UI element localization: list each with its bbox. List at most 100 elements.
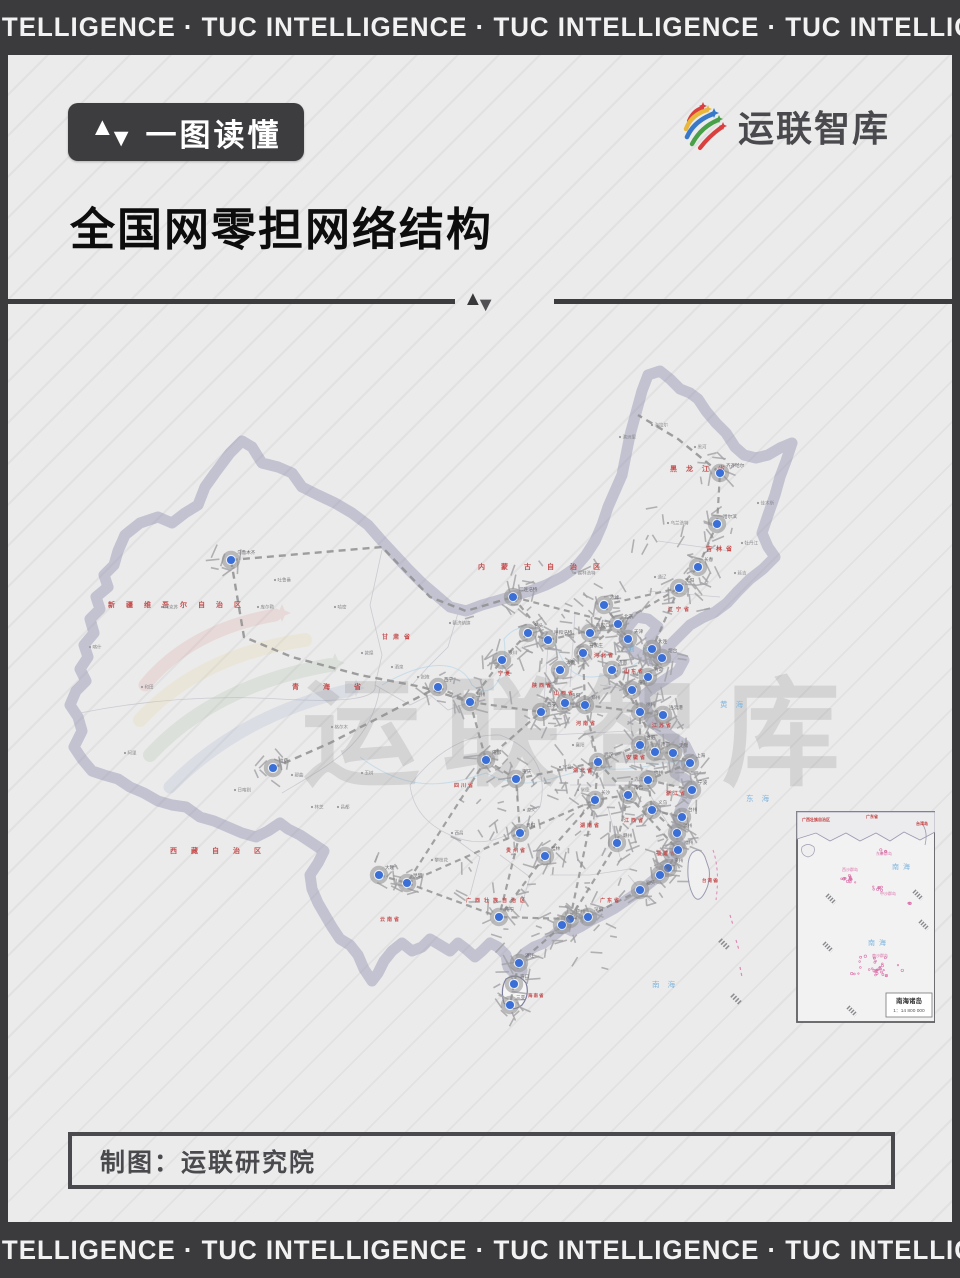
minor-place-label: 哈密 [338,604,347,611]
province-label: 安徽省 [626,754,647,761]
province-label: 台湾省 [702,877,719,884]
route-line [584,703,641,714]
province-label: 广西壮族自治区 [466,897,529,904]
network-node: 连云港 [653,704,683,725]
minor-place-label: 宜昌 [563,764,572,771]
node-city-label: 长春 [704,556,714,563]
province-label: 河南省 [575,720,597,727]
network-node: 济南 [602,659,628,680]
network-node: 武汉 [588,751,614,772]
province-label: 湖南省 [580,822,601,829]
route-line [485,711,542,761]
minor-place-label: 海拉尔 [655,422,669,429]
top-banner-text: TUC INTELLIGENCE · TUC INTELLIGENCE · TU… [0,12,960,42]
minor-place-label: 昌都 [341,805,350,811]
route-line [512,595,619,626]
network-node: 洛阳 [555,692,581,713]
province-label: 内蒙古自治区 [478,562,616,571]
node-city-label: 杭州 [654,769,664,776]
badge-triangle-up-icon: ▲ [90,112,115,141]
network-node: 南京 [645,741,671,762]
node-city-label: 桂林 [551,845,561,852]
network-node: 厦门 [650,864,676,885]
network-node: 齐齐哈尔 [710,462,745,483]
page-title: 全国网零担网络结构 [70,204,494,255]
network-node: 大理 [369,864,395,885]
minor-place-label: 库尔勒 [261,604,275,611]
node-city-label: 乌鲁木齐 [237,549,256,556]
province-label: 辽宁省 [668,606,692,613]
node-city-label: 天津 [634,628,644,635]
route-line [582,623,619,654]
route-line [597,743,641,764]
network-node: 二连浩特 [503,586,538,607]
node-city-label: 沈阳 [685,577,695,584]
node-city-label: 青岛 [654,666,664,673]
inset-coast-label: 广西壮族自治区 [802,816,830,822]
minor-place-label: 牡丹江 [745,540,759,547]
network-node: 包头 [518,622,544,643]
route-path [637,413,721,474]
network-node: 重庆 [506,768,532,789]
route-line [539,669,562,713]
badge-label: 一图读懂 [145,117,282,153]
network-node: 兰州 [460,691,486,712]
node-city-label: 重庆 [522,768,532,775]
route-line [378,873,408,885]
node-city-label: 湛江 [525,952,535,959]
route-line [615,794,630,844]
china-ltl-network-map: 运联智库 新疆维吾尔自治区 西藏自治区 青海省 甘肃省 内蒙古自治区 宁夏 陕西省 山西省 河北… [30,355,936,1045]
network-node: 成都 [476,749,502,770]
divider-triangles-icon: ▲▼ [463,288,496,316]
node-city-label: 南宁 [505,906,515,912]
boundary-dash-line [712,849,718,901]
node-city-label: 连云港 [669,704,683,711]
node-city-label: 徐州 [646,701,656,708]
inset-sea-label: 南海 [892,862,914,871]
node-city-label: 海口 [520,973,530,980]
node-city-label: 泉州 [674,857,684,863]
minor-place-label: 吐鲁番 [278,577,292,584]
route-line [651,808,683,819]
inset-title: 南海诸岛 [896,996,923,1005]
inset-legend-box [885,992,933,1018]
map-watermark: 运联智库 [302,669,862,801]
minor-place-label: 格尔木 [335,724,349,731]
node-city-label: 武汉 [604,751,614,758]
node-city-label: 赣州 [623,832,633,839]
network-node: 海口 [504,973,530,994]
bottom-banner: TUC INTELLIGENCE · TUC INTELLIGENCE · TU… [0,1222,960,1278]
province-label: 吉林省 [706,545,736,553]
node-city-label: 呼和浩特 [554,629,573,636]
inset-island-label: 东沙群岛 [876,850,892,856]
network-node: 银川 [492,649,518,670]
network-node: 拉萨 [263,757,289,778]
network-node: 台州 [672,806,698,827]
inset-sea-label: 南海 [868,938,890,947]
sea-label: 东 海 [746,793,772,803]
network-node: 北京 [608,613,634,634]
inset-island-label: 南沙群岛 [872,952,888,958]
route-line [515,760,599,781]
node-city-label: 宁波 [698,779,708,786]
route-line [568,799,597,920]
node-city-label: 赤峰 [610,594,620,601]
bottom-banner-text: TUC INTELLIGENCE · TUC INTELLIGENCE · TU… [0,1234,960,1265]
province-label: 黑龙江省 [670,464,734,473]
top-banner: TUC INTELLIGENCE · TUC INTELLIGENCE · TU… [0,0,960,55]
network-node: 佛山 [552,914,578,935]
minor-place-label: 和田 [145,684,154,691]
divider-line-right [554,299,952,304]
network-node: 大连 [642,638,668,659]
sea-label: 南 海 [652,979,678,989]
network-node: 福州 [668,839,694,860]
network-node: 张家口 [580,622,610,643]
minor-place-label: 常德 [581,787,590,794]
node-city-label: 北京 [624,613,634,620]
minor-place-label: 遵义 [527,807,536,814]
node-city-label: 三亚 [516,995,526,1000]
network-node: 南宁 [489,906,515,927]
province-label: 山东省 [624,668,645,675]
network-node: 宁波 [682,779,708,800]
